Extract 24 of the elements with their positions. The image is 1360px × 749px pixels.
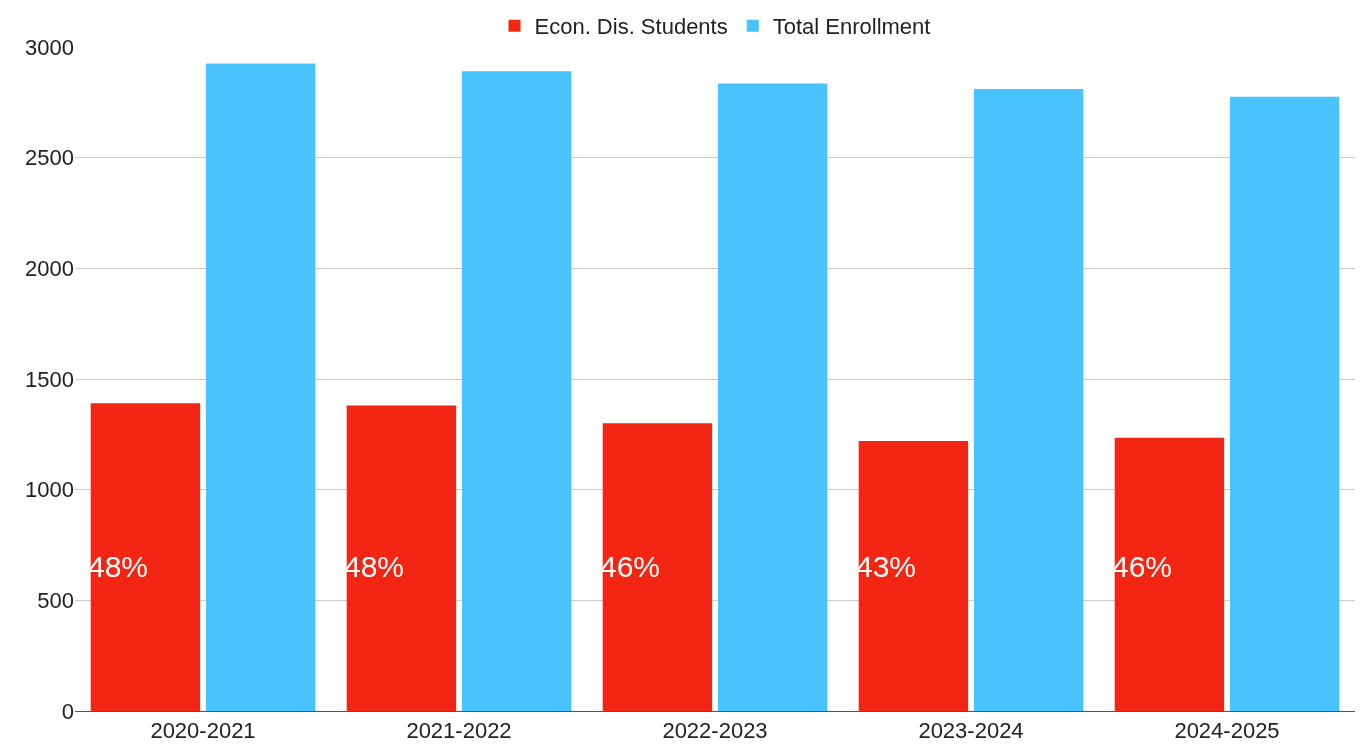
y-tick-label: 500 [37, 588, 74, 614]
y-tick-label: 3000 [25, 34, 74, 60]
bar [973, 89, 1084, 711]
bar [1229, 96, 1340, 711]
legend-label: Total Enrollment [772, 14, 931, 40]
bar [205, 63, 316, 711]
x-tick-label: 2023-2024 [918, 718, 1024, 744]
bar [717, 83, 828, 711]
y-tick-label: 1500 [25, 366, 74, 392]
bar [1114, 437, 1225, 711]
bar [858, 440, 969, 711]
bar [602, 423, 713, 711]
x-tick-label: 2024-2025 [1174, 718, 1280, 744]
y-tick-label: 2500 [25, 145, 74, 171]
y-tick-label: 2000 [25, 256, 74, 282]
legend-label: Econ. Dis. Students [534, 14, 728, 40]
bar [346, 405, 457, 711]
x-tick-label: 2021-2022 [406, 718, 512, 744]
y-tick-label: 0 [61, 698, 74, 724]
y-tick-label: 1000 [25, 477, 74, 503]
bar [90, 403, 201, 711]
x-tick-label: 2020-2021 [150, 718, 256, 744]
x-tick-label: 2022-2023 [662, 718, 768, 744]
bar [461, 71, 572, 711]
